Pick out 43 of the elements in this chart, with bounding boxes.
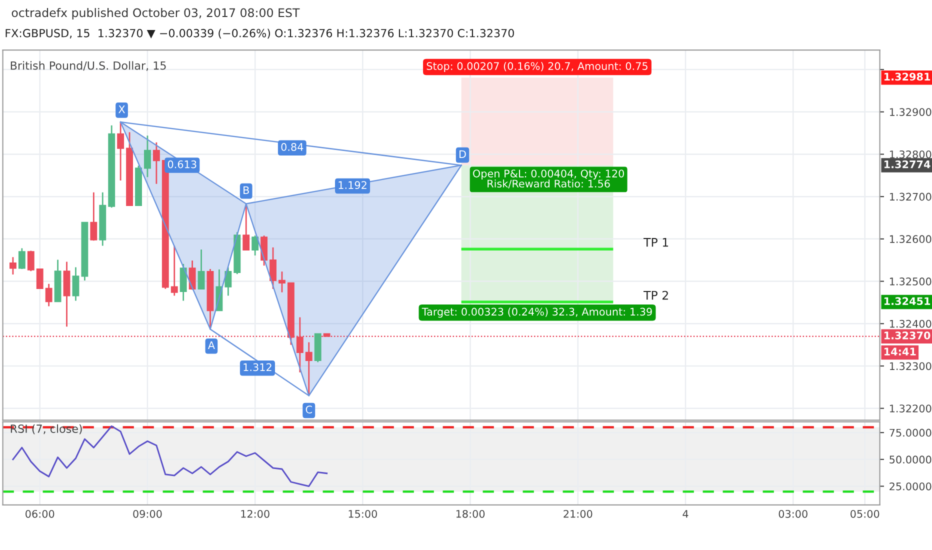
- data-label: Target: 0.00323 (0.24%) 32.3, Amount: 1.39: [422, 308, 652, 318]
- x-tick-label: 06:00: [26, 510, 54, 518]
- y-tick-label: 1.32600: [890, 235, 932, 244]
- annotation: B: [244, 186, 249, 194]
- annotation: C: [306, 406, 312, 414]
- annotation: 1.312: [244, 363, 272, 372]
- annotation: A: [208, 341, 215, 349]
- x-tick-label: 05:00: [850, 510, 880, 518]
- x-tick-label: 4: [682, 510, 688, 518]
- annotation: 1.192: [338, 181, 366, 190]
- annotation: D: [460, 150, 466, 158]
- x-tick-label: 15:00: [348, 510, 378, 518]
- text: 1.32451: [884, 297, 930, 306]
- ref-line-label: TP 1: [644, 238, 668, 247]
- ref-line-label: TP 2: [644, 290, 668, 300]
- y-tick-label: 75.0000: [890, 428, 932, 437]
- x-tick-label: 21:00: [564, 510, 592, 518]
- annotation: Open P&L: 0.00404, Qty: 120 Risk/Reward Ratio: 1.56: [473, 170, 624, 188]
- y-tick-label: 1.32300: [890, 362, 932, 370]
- x-tick-label: 12:00: [241, 510, 270, 518]
- x-tick-label: 03:00: [778, 510, 808, 518]
- x-tick-label: 09:00: [133, 510, 162, 518]
- ref-line-label: 1.32370: [884, 331, 930, 340]
- y-tick-label: 25.0000: [890, 482, 932, 490]
- y-tick-label: 1.32800: [890, 150, 932, 158]
- y-tick-label: 1.32500: [890, 278, 932, 286]
- annotation: X: [118, 105, 126, 114]
- text: British Pound/U.S. Dollar, 15: [10, 61, 166, 71]
- y-tick-label: 1.32900: [890, 108, 932, 116]
- y-tick-label: 50.0000: [890, 456, 932, 464]
- y-tick-label: 1.32400: [890, 320, 932, 328]
- text: 1.32981: [884, 72, 930, 81]
- annotation: 0.84: [281, 143, 304, 151]
- x-tick-label: 18:00: [456, 510, 485, 518]
- chart-subtitle: FX:GBPUSD, 15 1.32370 ▼ −0.00339 (−0.26%) O:1.32376 H:1.32376 L:1.32370 C:1.32370: [6, 28, 514, 39]
- text: octradefx published October 03, 2017 08:00 EST: [12, 8, 300, 20]
- text: 1.32774: [884, 160, 930, 168]
- y-tick-label: 1.32200: [890, 404, 932, 412]
- chart-title: RSI (7, close): [10, 424, 82, 434]
- text: 14:41: [884, 348, 916, 356]
- data-label: Stop: 0.00207 (0.16%) 20.7, Amount: 0.75: [426, 62, 648, 72]
- annotation: 0.613: [168, 160, 196, 168]
- y-tick-label: 1.32700: [890, 192, 932, 201]
